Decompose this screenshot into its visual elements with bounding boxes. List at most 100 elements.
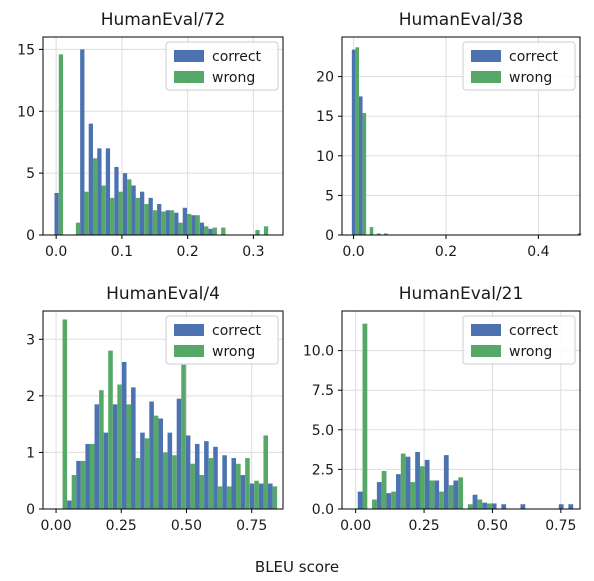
bar-correct <box>165 210 170 235</box>
bar-correct <box>88 123 93 235</box>
panel-title: HumanEval/21 <box>399 284 524 304</box>
x-tick-label: 0.3 <box>242 244 264 260</box>
bar-correct <box>67 500 72 509</box>
bar-correct <box>97 148 102 235</box>
bar-wrong <box>110 197 115 235</box>
bar-wrong <box>190 463 195 509</box>
y-tick-label: 10.0 <box>303 344 334 360</box>
bar-wrong <box>71 475 77 509</box>
bar-wrong <box>199 475 205 509</box>
legend: correct wrong <box>165 315 279 365</box>
bar-wrong <box>381 470 387 509</box>
bar-correct <box>114 166 119 235</box>
bar-wrong <box>108 350 113 509</box>
axes-frame <box>42 36 284 236</box>
panel-4: 0.00 0.25 0.50 0.75 0.0 2.5 5.0 7.5 10.0 HumanEva… <box>303 284 581 534</box>
legend: correct wrong <box>462 315 576 365</box>
bar-correct <box>85 443 90 509</box>
bar-wrong <box>101 185 106 235</box>
bar-wrong <box>62 319 68 509</box>
bar-correct <box>131 387 136 509</box>
bar-wrong <box>419 466 425 509</box>
bar-wrong <box>577 233 582 235</box>
bar-correct <box>222 455 227 509</box>
bar-correct <box>131 185 136 235</box>
bar-correct <box>376 482 382 509</box>
axes-frame <box>341 310 581 510</box>
bar-correct <box>80 49 85 235</box>
bar-wrong <box>80 460 86 509</box>
x-tick-label: 0.75 <box>236 518 267 534</box>
bar-wrong <box>208 458 214 509</box>
bar-wrong <box>126 404 132 509</box>
bar-correct <box>357 491 363 509</box>
bar-wrong <box>448 485 454 509</box>
legend-label-wrong: wrong <box>509 70 552 86</box>
x-tick-label: 0.2 <box>177 244 199 260</box>
legend-swatch-correct <box>471 50 501 62</box>
bar-correct <box>491 503 497 509</box>
bar-wrong <box>75 222 81 235</box>
y-tick-label: 2 <box>26 389 35 405</box>
x-tick-label: 0.0 <box>342 244 364 260</box>
bar-wrong <box>467 504 473 509</box>
legend-swatch-correct <box>471 324 501 336</box>
x-tick-label: 0.25 <box>106 518 137 534</box>
bar-correct <box>112 404 118 509</box>
bar-correct <box>194 443 200 509</box>
bar-wrong <box>212 227 217 235</box>
bar-correct <box>249 483 255 509</box>
y-tick-label: 0 <box>26 502 35 518</box>
legend: correct wrong <box>165 41 279 91</box>
bar-correct <box>231 458 237 509</box>
bar-wrong <box>99 390 104 509</box>
bar-correct <box>199 222 205 235</box>
bar-wrong <box>135 197 140 235</box>
y-tick-label: 7.5 <box>312 383 334 399</box>
bar-wrong <box>400 453 406 509</box>
panel-title: HumanEval/72 <box>101 10 226 30</box>
panel-3: 0.00 0.25 0.50 0.75 0 1 2 3 HumanEval/4 correct wr… <box>26 284 284 534</box>
bar-correct <box>396 474 401 509</box>
bar-correct <box>204 441 209 509</box>
bar-wrong <box>263 226 269 235</box>
bar-correct <box>191 215 196 235</box>
bar-wrong <box>272 486 278 509</box>
bar-correct <box>558 504 564 509</box>
bar-wrong <box>391 491 397 509</box>
y-tick-label: 10 <box>17 104 35 120</box>
y-tick-label: 0 <box>26 228 35 244</box>
legend-swatch-wrong <box>174 345 204 357</box>
bar-wrong <box>236 463 241 509</box>
legend-swatch-correct <box>174 324 204 336</box>
bar-correct <box>208 228 213 235</box>
bar-correct <box>415 451 420 509</box>
y-tick-label: 3 <box>26 332 35 348</box>
bar-wrong <box>263 435 268 509</box>
bar-correct <box>351 49 356 236</box>
bar-wrong <box>439 491 444 509</box>
bar-wrong <box>486 503 492 509</box>
bar-correct <box>174 212 179 235</box>
common-x-axis-label: BLEU score <box>255 558 339 576</box>
x-tick-label: 0.4 <box>527 244 549 260</box>
panel-title: HumanEval/38 <box>399 10 524 30</box>
bar-wrong <box>254 480 259 509</box>
bar-correct <box>157 204 162 235</box>
bar-wrong <box>362 113 367 235</box>
bar-correct <box>105 148 111 235</box>
bar-wrong <box>169 210 175 235</box>
bar-correct <box>185 435 191 509</box>
bar-correct <box>520 504 526 509</box>
legend-label-wrong: wrong <box>212 344 255 360</box>
x-tick-label: 0.0 <box>45 244 67 260</box>
bar-wrong <box>163 452 168 509</box>
bar-wrong <box>117 384 122 509</box>
bar-wrong <box>187 213 192 235</box>
x-tick-label: 0.25 <box>408 518 439 534</box>
bar-wrong <box>429 480 435 509</box>
legend-label-wrong: wrong <box>212 70 255 86</box>
bar-wrong <box>255 230 260 235</box>
bar-wrong <box>172 455 177 509</box>
bar-wrong <box>153 415 159 509</box>
